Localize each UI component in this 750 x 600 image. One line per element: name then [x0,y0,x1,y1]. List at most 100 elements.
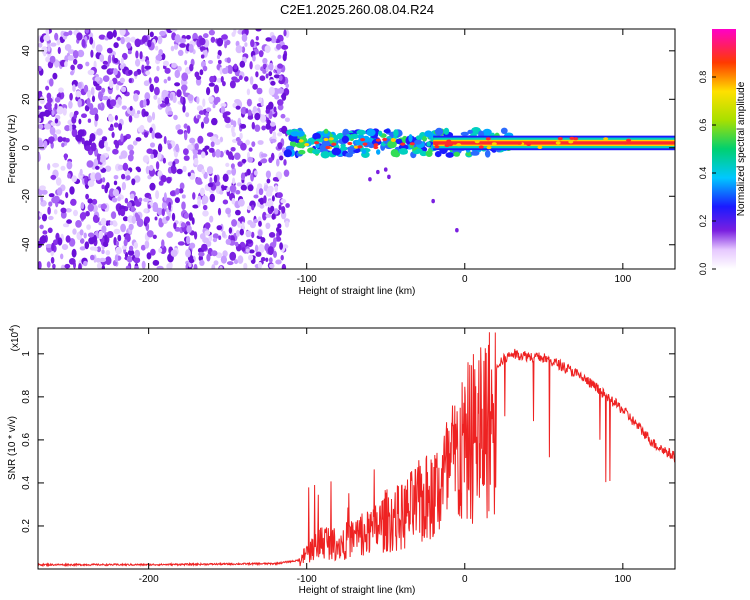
signal-hotspot [357,145,363,149]
noise-speckle [47,43,51,52]
noise-speckle [117,164,124,171]
noise-speckle [54,118,59,124]
noise-speckle [231,219,238,227]
noise-speckle [66,161,73,170]
noise-speckle [255,251,262,257]
noise-speckle [121,181,126,191]
noise-speckle [106,231,114,238]
noise-speckle [232,120,237,128]
noise-speckle [174,69,181,79]
signal-blob [425,150,433,158]
noise-speckle [134,265,139,269]
noise-speckle [280,113,286,119]
noise-speckle [64,44,72,51]
noise-speckle [198,110,205,115]
signal-blob [331,147,342,156]
noise-speckle [192,148,198,155]
noise-speckle [117,234,122,242]
noise-speckle [207,182,214,188]
signal-blob [351,133,359,139]
noise-speckle [239,60,246,68]
noise-speckle [262,57,268,65]
noise-speckle [124,170,131,176]
signal-blob [366,128,376,137]
noise-speckle [83,232,87,239]
noise-speckle [145,165,150,175]
signal-blob [412,150,421,155]
noise-speckle [69,186,75,195]
noise-speckle [84,241,90,250]
noise-speckle [199,259,205,266]
noise-speckle [248,254,254,261]
noise-speckle [219,66,223,75]
noise-speckle [112,188,120,197]
noise-speckle [231,131,236,138]
noise-speckle [280,198,287,204]
noise-speckle [219,136,224,143]
signal-blob [312,149,321,155]
noise-speckle [283,29,287,37]
noise-speckle [246,88,251,96]
signal-hotspot [298,139,304,143]
noise-speckle [114,254,119,263]
noise-speckle [120,133,124,142]
noise-speckle [219,265,223,269]
noise-speckle [216,225,223,231]
noise-speckle [85,61,90,67]
noise-speckle [225,207,232,215]
noise-speckle [188,258,195,264]
colorbar-tick-label: 0.2 [698,215,708,228]
signal-hotspot [314,141,320,145]
noise-speckle [270,138,277,143]
noise-speckle [247,156,254,163]
noise-speckle [186,225,192,234]
noise-speckle [203,33,209,39]
noise-speckle [69,92,73,101]
noise-speckle [115,84,119,91]
signal-tail-dot [376,169,380,175]
colorbar-gradient [712,29,736,269]
noise-speckle [206,240,212,247]
noise-speckle [143,208,148,214]
noise-speckle [261,125,266,131]
noise-speckle [101,265,105,269]
noise-speckle [255,29,262,32]
noise-speckle [277,99,284,106]
noise-speckle [199,233,206,240]
noise-speckle [284,117,290,123]
spectrogram-y-label: Frequency (Hz) [7,115,18,184]
noise-speckle [277,103,284,111]
noise-speckle [84,105,90,112]
noise-speckle [188,43,194,53]
noise-speckle [86,97,91,107]
noise-speckle [246,98,252,107]
noise-speckle [90,172,97,181]
noise-speckle [285,203,290,208]
noise-speckle [157,134,163,139]
noise-speckle [38,65,42,72]
noise-speckle [237,217,244,222]
noise-speckle [130,205,135,213]
noise-speckle [68,30,73,36]
noise-speckle [284,220,290,228]
noise-speckle [45,85,50,91]
noise-speckle [167,143,172,150]
noise-speckle [171,212,176,222]
noise-speckle [127,144,134,151]
noise-speckle [102,95,109,101]
noise-speckle [249,76,254,85]
noise-speckle [256,87,263,95]
y-tick-label: 0.6 [21,433,32,447]
noise-speckle [87,232,95,238]
noise-speckle [258,229,263,237]
noise-speckle [178,188,184,194]
noise-speckle [262,69,267,74]
noise-speckle [269,263,275,269]
noise-speckle [140,244,146,251]
noise-speckle [129,105,133,111]
noise-speckle [259,114,267,123]
noise-speckle [87,203,95,212]
noise-speckle [208,233,213,242]
noise-speckle [268,62,274,71]
noise-speckle [212,237,218,243]
